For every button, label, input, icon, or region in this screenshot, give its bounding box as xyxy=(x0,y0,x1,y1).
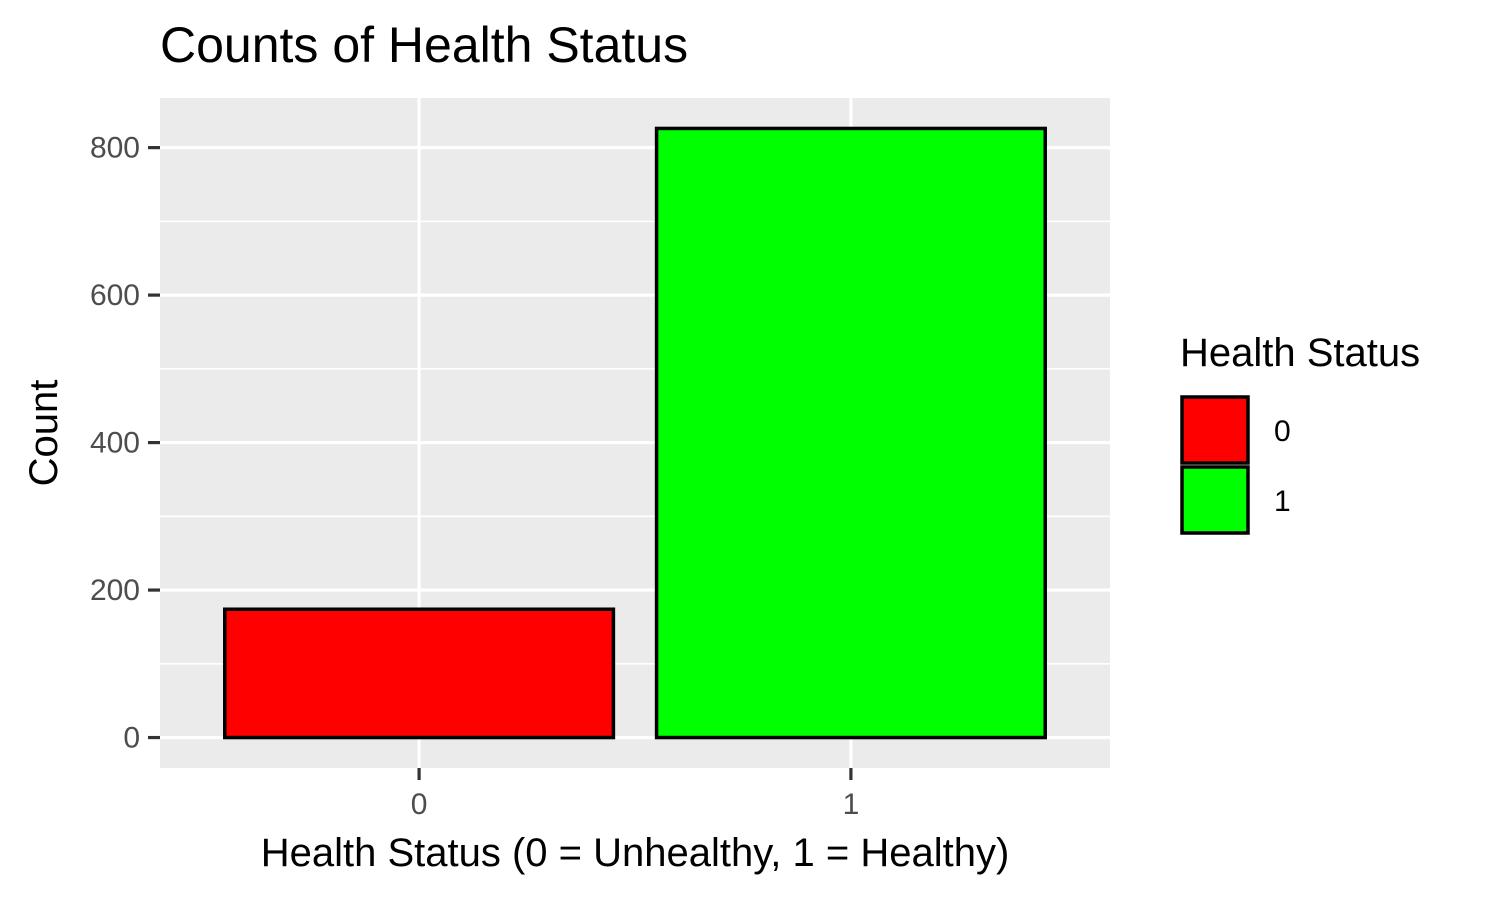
x-tick-label: 0 xyxy=(411,788,428,821)
legend-label: 0 xyxy=(1274,415,1291,448)
x-axis-title: Health Status (0 = Unhealthy, 1 = Health… xyxy=(261,831,1010,875)
y-tick-label: 200 xyxy=(90,574,140,607)
y-tick-label: 800 xyxy=(90,132,140,165)
legend-key-0 xyxy=(1180,395,1250,465)
legend-title: Health Status xyxy=(1180,331,1420,375)
x-tick-label: 1 xyxy=(843,788,860,821)
y-axis: 0 200 400 600 800 xyxy=(90,132,160,755)
y-tick-label: 400 xyxy=(90,427,140,460)
legend-label: 1 xyxy=(1274,485,1291,518)
legend-key-1 xyxy=(1180,465,1250,535)
plot-panel xyxy=(160,98,1110,768)
chart-title: Counts of Health Status xyxy=(160,17,688,73)
y-tick-label: 0 xyxy=(123,722,140,755)
y-tick-label: 600 xyxy=(90,279,140,312)
bar-1 xyxy=(654,126,1047,740)
bar-0 xyxy=(223,607,616,740)
legend: Health Status 0 1 xyxy=(1180,331,1420,535)
y-axis-title: Count xyxy=(22,380,66,487)
